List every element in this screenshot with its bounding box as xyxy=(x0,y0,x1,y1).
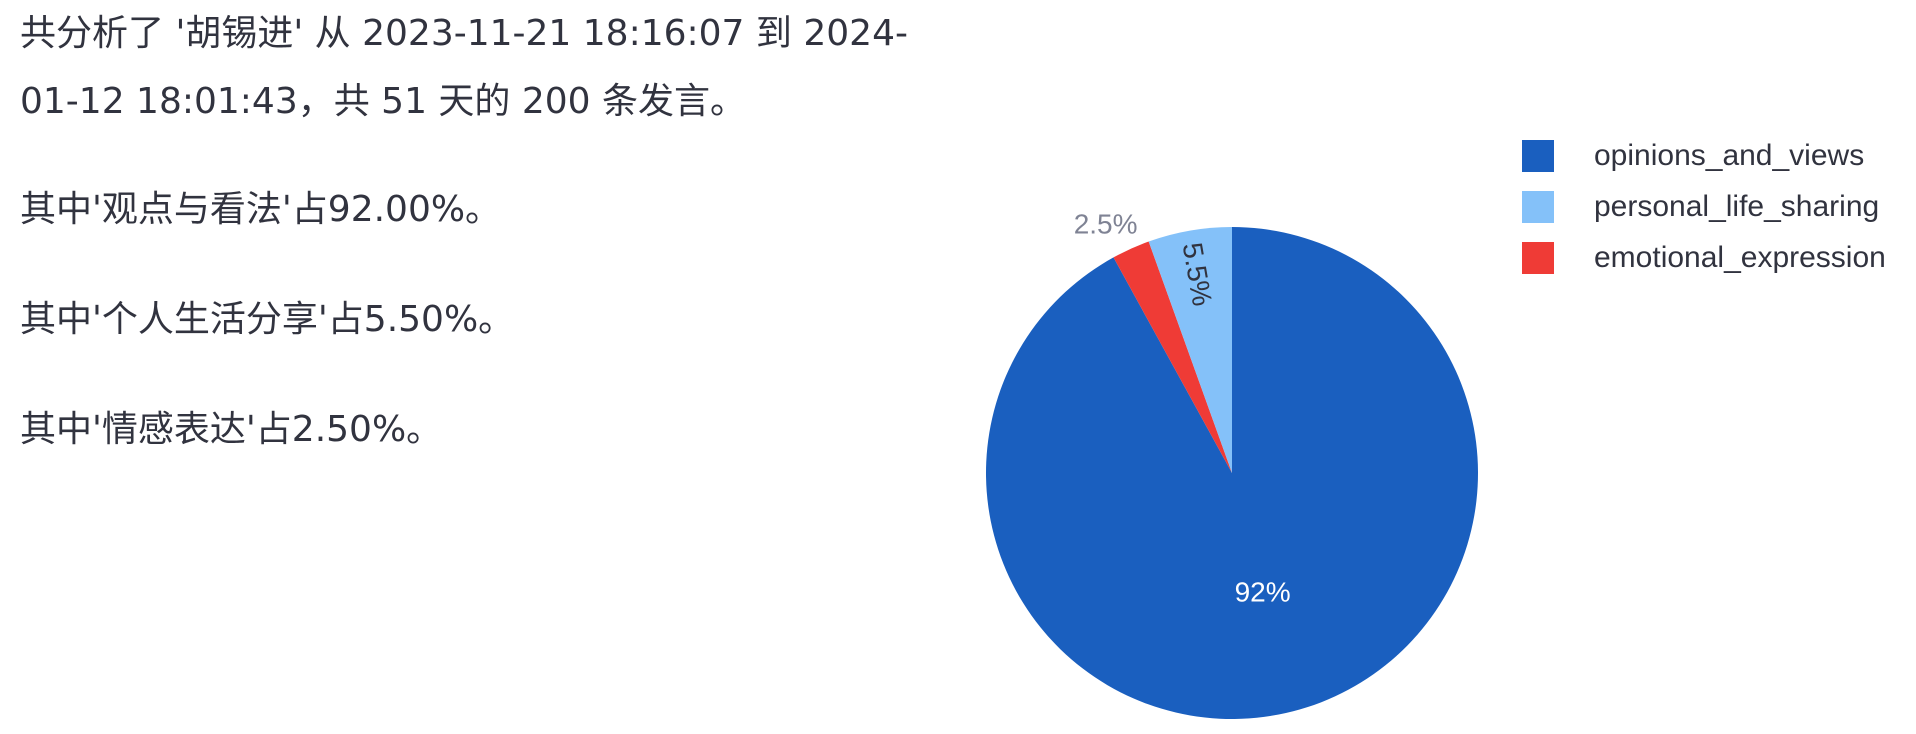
pie-label-opinions-and-views: 92% xyxy=(1235,577,1291,608)
legend-swatch xyxy=(1522,241,1554,274)
legend-item-personal-life-sharing[interactable]: personal_life_sharing xyxy=(1522,181,1886,232)
stat-emotional: 其中'情感表达'占2.50%。 xyxy=(20,409,443,450)
pie-slice-opinions-and-views[interactable] xyxy=(985,227,1478,719)
legend-swatch xyxy=(1522,190,1554,223)
stat-opinions: 其中'观点与看法'占92.00%。 xyxy=(20,189,502,230)
legend-label: emotional_expression xyxy=(1594,240,1886,274)
legend-item-opinions-and-views[interactable]: opinions_and_views xyxy=(1522,130,1886,181)
stat-personal-life: 其中'个人生活分享'占5.50%。 xyxy=(20,299,515,340)
pie-label-emotional-expression: 2.5% xyxy=(1074,209,1138,240)
legend-item-emotional-expression[interactable]: emotional_expression xyxy=(1522,232,1886,283)
pie-slice-personal-life-sharing[interactable] xyxy=(1148,227,1232,473)
analysis-text-panel: 共分析了 '胡锡进' 从 2023-11-21 18:16:07 到 2024-… xyxy=(20,0,920,506)
legend-label: opinions_and_views xyxy=(1594,138,1865,172)
pie-slice-emotional-expression[interactable] xyxy=(1113,241,1232,473)
legend-label: personal_life_sharing xyxy=(1594,189,1880,223)
summary-line-1: 共分析了 '胡锡进' 从 2023-11-21 18:16:07 到 2024- xyxy=(20,13,908,54)
chart-legend: opinions_and_views personal_life_sharing… xyxy=(1522,130,1886,283)
summary-text: 共分析了 '胡锡进' 从 2023-11-21 18:16:07 到 2024-… xyxy=(20,0,920,136)
legend-swatch xyxy=(1522,139,1554,172)
summary-line-2: 01-12 18:01:43，共 51 天的 200 条发言。 xyxy=(20,81,747,122)
